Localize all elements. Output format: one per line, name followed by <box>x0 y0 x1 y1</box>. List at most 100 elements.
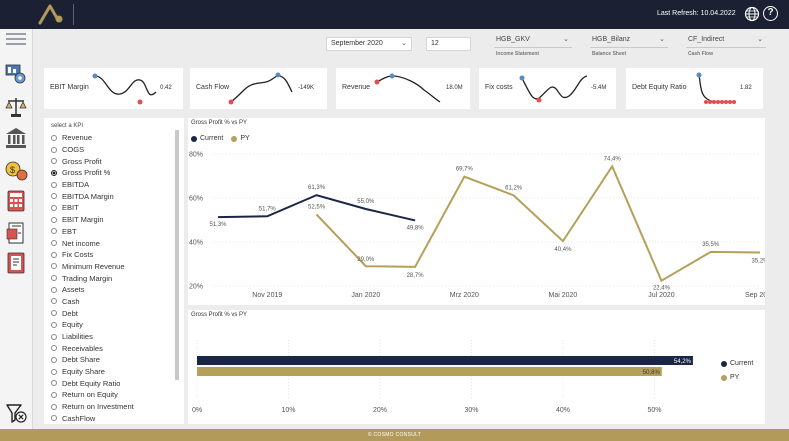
balance-sheet-dropdown[interactable]: HGB_Bilanz ⌄ <box>590 34 668 48</box>
kpi-option[interactable]: Gross Profit <box>51 155 176 167</box>
radio-button[interactable] <box>51 415 57 422</box>
data-label: 55,0% <box>357 199 375 205</box>
y-tick-label: 60% <box>189 196 203 203</box>
cosmo-logo-icon <box>38 4 63 25</box>
balance-sheet-label: Balance Sheet <box>592 51 627 57</box>
radio-button[interactable] <box>51 263 57 270</box>
kpi-option[interactable]: Debt Share <box>51 354 176 366</box>
radio-button[interactable] <box>51 356 57 363</box>
month-input[interactable]: 12 <box>426 37 471 51</box>
legend-py-marker <box>721 374 727 381</box>
kpi-option[interactable]: EBITDA Margin <box>51 190 176 202</box>
kpi-card-revenue[interactable]: Revenue 18.0M <box>336 68 470 109</box>
cash-flow-label: Cash Flow <box>688 51 714 57</box>
clear-filter-icon[interactable] <box>5 402 27 424</box>
globe-icon[interactable] <box>744 6 760 22</box>
radio-button[interactable] <box>51 275 57 282</box>
kpi-option[interactable]: Assets <box>51 284 176 296</box>
money-gear-icon[interactable]: $ <box>4 158 28 182</box>
kpi-option[interactable]: Minimum Revenue <box>51 261 176 273</box>
kpi-list-scrollbar[interactable] <box>175 130 179 380</box>
kpi-selector-panel: select a KPI Revenue COGS Gross Profit Gros… <box>44 118 184 424</box>
radio-button[interactable] <box>51 368 57 375</box>
kpi-option[interactable]: Debt <box>51 307 176 319</box>
bank-icon[interactable] <box>4 126 28 150</box>
radio-button[interactable] <box>51 251 57 258</box>
radio-button[interactable] <box>51 181 57 188</box>
hamburger-menu-icon[interactable] <box>6 33 26 47</box>
data-label: 35,2% <box>751 259 765 265</box>
kpi-option[interactable]: EBIT Margin <box>51 214 176 226</box>
kpi-option-label: Debt Equity Ratio <box>62 378 121 388</box>
radio-button[interactable] <box>51 391 57 398</box>
kpi-option[interactable]: Cash <box>51 296 176 308</box>
x-tick-label: 30% <box>464 407 478 414</box>
radio-button[interactable] <box>51 345 57 352</box>
kpi-option[interactable]: Return on Investment <box>51 401 176 413</box>
income-statement-dropdown[interactable]: HGB_GKV ⌄ <box>494 34 572 48</box>
radio-button[interactable] <box>51 134 57 141</box>
kpi-option[interactable]: Debt Equity Ratio <box>51 377 176 389</box>
bar-chart-title: Gross Profit % vs PY <box>191 312 248 318</box>
kpi-option[interactable]: Trading Margin <box>51 272 176 284</box>
radio-button[interactable] <box>51 204 57 211</box>
kpi-option[interactable]: Net income <box>51 237 176 249</box>
legend-current-marker <box>191 135 197 142</box>
radio-button[interactable] <box>51 380 57 387</box>
kpi-option[interactable]: Equity Share <box>51 366 176 378</box>
radio-button[interactable] <box>51 169 57 176</box>
kpi-option[interactable]: Receivables <box>51 342 176 354</box>
x-tick-label: Mai 2020 <box>549 292 578 299</box>
radio-button[interactable] <box>51 333 57 340</box>
radio-button[interactable] <box>51 216 57 223</box>
dashboard-gears-icon[interactable] <box>4 62 28 86</box>
cash-flow-dropdown[interactable]: CF_Indirect ⌄ <box>686 34 766 48</box>
help-icon[interactable]: ? <box>763 6 778 21</box>
invoice-icon[interactable] <box>4 221 28 245</box>
balance-scale-icon[interactable] <box>4 95 28 119</box>
calculator-icon[interactable] <box>4 189 28 213</box>
kpi-option[interactable]: Liabilities <box>51 331 176 343</box>
kpi-title: Revenue <box>342 84 371 91</box>
radio-button[interactable] <box>51 240 57 247</box>
kpi-card-ebit-margin[interactable]: EBIT Margin 0.42 <box>44 68 183 109</box>
report-book-icon[interactable] <box>4 251 28 275</box>
radio-button[interactable] <box>51 310 57 317</box>
legend-current-marker <box>721 360 727 367</box>
kpi-option[interactable]: Revenue <box>51 132 176 144</box>
kpi-option[interactable]: EBITDA <box>51 179 176 191</box>
kpi-option[interactable]: EBIT <box>51 202 176 214</box>
chevron-down-icon: ⌄ <box>659 36 665 43</box>
kpi-option-label: CashFlow <box>62 413 96 422</box>
radio-button[interactable] <box>51 286 57 293</box>
kpi-option-label: Net income <box>62 238 100 248</box>
radio-button[interactable] <box>51 321 57 328</box>
kpi-option[interactable]: Return on Equity <box>51 389 176 401</box>
kpi-option[interactable]: Gross Profit % <box>51 167 176 179</box>
kpi-option[interactable]: Fix Costs <box>51 249 176 261</box>
kpi-value: -5.4M <box>591 85 607 91</box>
radio-button[interactable] <box>51 146 57 153</box>
radio-button[interactable] <box>51 193 57 200</box>
radio-button[interactable] <box>51 158 57 165</box>
kpi-option[interactable]: CashFlow <box>51 413 176 422</box>
bar-chart-plot: 0% 10% 20% 30% 40% 50% 54,2% 50,8% <box>192 340 693 414</box>
kpi-card-debt-equity-ratio[interactable]: Debt Equity Ratio 1.82 <box>626 68 763 109</box>
data-label: 28,7% <box>407 273 425 279</box>
radio-button[interactable] <box>51 403 57 410</box>
kpi-sparkline <box>92 73 157 105</box>
kpi-option[interactable]: EBT <box>51 226 176 238</box>
chevron-down-icon: ⌄ <box>563 36 569 43</box>
radio-button[interactable] <box>51 298 57 305</box>
radio-button[interactable] <box>51 228 57 235</box>
kpi-option[interactable]: COGS <box>51 144 176 156</box>
period-dropdown[interactable]: September 2020 ⌄ <box>326 37 412 51</box>
kpi-title: Debt Equity Ratio <box>632 84 687 91</box>
kpi-option[interactable]: Equity <box>51 319 176 331</box>
kpi-card-fix-costs[interactable]: Fix costs -5.4M <box>479 68 616 109</box>
data-label: 51,7% <box>259 206 277 212</box>
kpi-card-cash-flow[interactable]: Cash Flow -149K <box>190 68 327 109</box>
kpi-option-label: Assets <box>62 285 85 295</box>
kpi-option-label: EBITDA Margin <box>62 191 114 201</box>
kpi-option-label: EBIT Margin <box>62 215 104 225</box>
